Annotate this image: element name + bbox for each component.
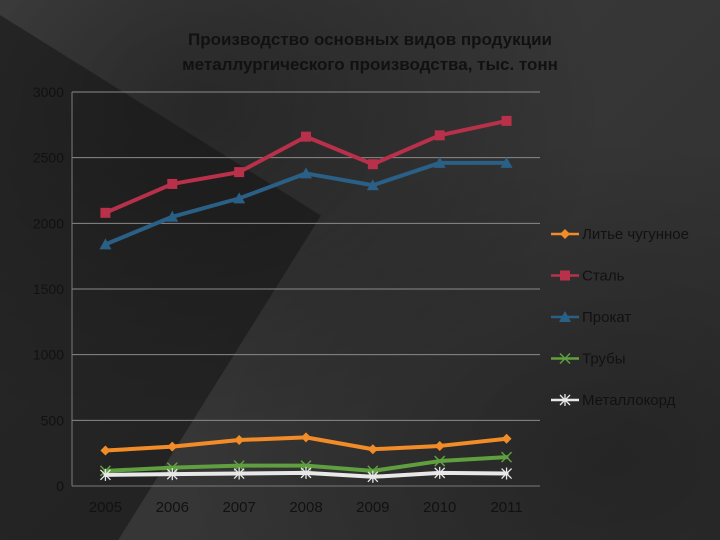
legend-marker: [559, 394, 571, 406]
data-point: [501, 115, 512, 126]
data-point: [100, 445, 111, 456]
data-point: [501, 467, 513, 480]
data-point: [367, 159, 378, 170]
legend-marker: [560, 229, 570, 239]
series-group: [99, 115, 513, 483]
chart-title-line1: Производство основных видов продукции: [188, 30, 552, 49]
legend-marker: [559, 311, 571, 322]
data-point: [233, 192, 246, 204]
legend-label: Прокат: [582, 309, 631, 326]
y-tick-label: 1000: [33, 347, 64, 363]
legend-item: Литье чугунное: [551, 226, 689, 243]
legend-marker: [560, 270, 570, 281]
data-point: [100, 207, 111, 218]
x-tick-label: 2007: [222, 499, 255, 516]
data-point: [501, 451, 513, 463]
legend-label: Металлокорд: [582, 392, 676, 409]
legend-item: Трубы: [551, 351, 626, 368]
data-point: [366, 179, 379, 191]
legend-label: Сталь: [582, 268, 625, 285]
y-tick-label: 2500: [33, 150, 64, 166]
series-5: [99, 466, 513, 483]
chart-title-line2: металлургического производства, тыс. тон…: [182, 55, 558, 74]
data-point: [500, 156, 513, 168]
data-point: [300, 167, 312, 179]
data-point: [234, 435, 245, 446]
legend-item: Металлокорд: [551, 392, 676, 409]
data-point: [433, 156, 446, 168]
data-point: [166, 210, 179, 222]
x-tick-label: 2008: [289, 499, 322, 516]
x-tick-label: 2009: [356, 499, 389, 516]
data-point: [367, 470, 379, 483]
data-point: [233, 460, 245, 472]
series-3: [99, 156, 513, 250]
data-point: [99, 468, 111, 481]
x-tick-label: 2010: [423, 499, 456, 516]
data-point: [434, 440, 445, 451]
data-point: [434, 455, 446, 467]
y-tick-label: 1500: [33, 281, 64, 297]
legend-item: Прокат: [551, 309, 631, 326]
data-point: [166, 468, 178, 481]
data-point: [434, 466, 446, 479]
y-tick-label: 500: [41, 412, 65, 428]
grid-lines: [72, 91, 540, 421]
data-point: [167, 441, 178, 452]
legend-label: Литье чугунное: [582, 226, 689, 243]
y-tick-label: 3000: [33, 84, 64, 100]
data-point: [300, 466, 312, 479]
data-point: [367, 444, 378, 455]
legend-item: Сталь: [551, 268, 625, 285]
series-2: [100, 115, 512, 218]
data-point: [501, 433, 512, 444]
legend-label: Трубы: [582, 351, 626, 368]
x-tick-label: 2011: [490, 499, 522, 516]
legend-marker: [559, 352, 571, 365]
y-tick-label: 0: [56, 478, 64, 494]
x-tick-label: 2006: [156, 499, 189, 516]
y-tick-label: 2000: [33, 215, 64, 231]
data-point: [301, 131, 311, 142]
x-tick-label: 2005: [89, 499, 122, 516]
data-point: [233, 467, 245, 480]
data-point: [167, 178, 178, 189]
data-point: [434, 130, 445, 141]
series-1: [100, 432, 512, 456]
data-point: [301, 432, 311, 443]
data-point: [234, 167, 245, 178]
data-point: [99, 238, 112, 250]
axes: 0 500 1000 1500 2000 2500 3000 2005 2006 2007 2008…: [33, 84, 540, 516]
legend: Литье чугунное Сталь Прокат Трубы Металлокор…: [551, 226, 689, 409]
